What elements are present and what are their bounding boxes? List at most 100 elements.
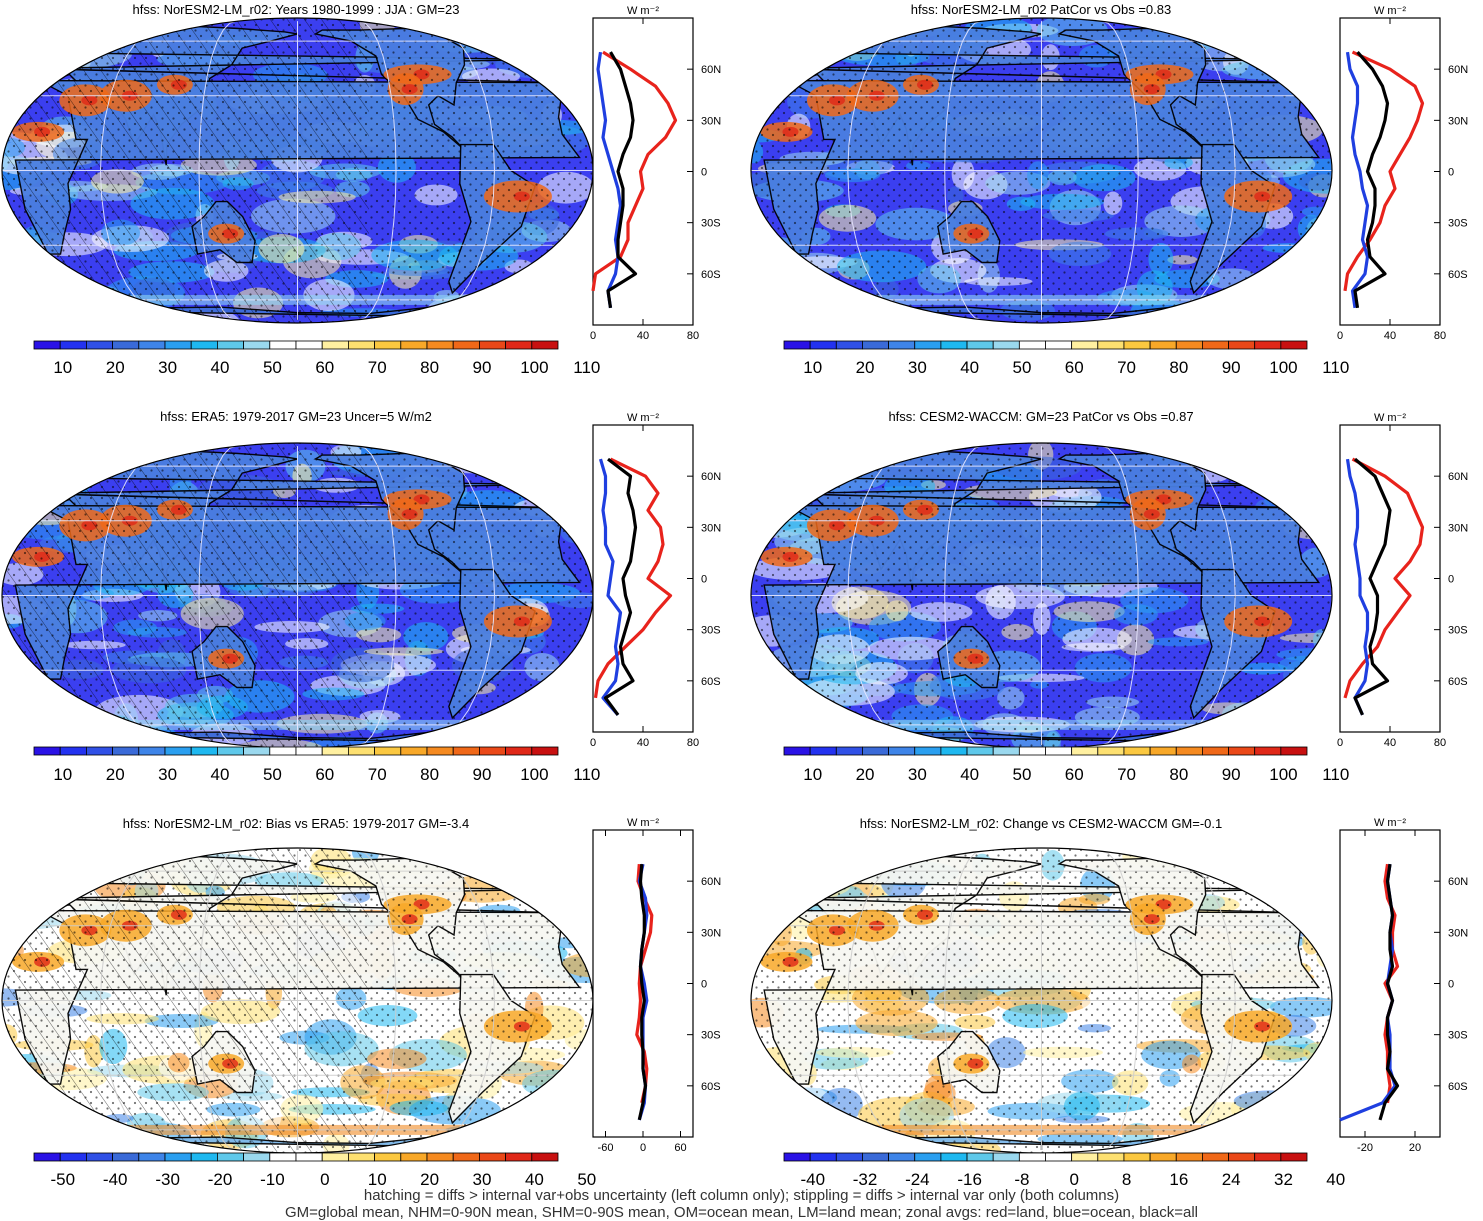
colorbar-swatch bbox=[1018, 1152, 1046, 1162]
colorbar-swatch bbox=[321, 340, 349, 350]
colorbar-swatch bbox=[783, 340, 811, 350]
zonal-series-all bbox=[1353, 51, 1390, 309]
colorbar-swatch bbox=[295, 746, 323, 756]
zonal-xtick: 0 bbox=[590, 737, 596, 749]
colorbar-label: 30 bbox=[473, 1170, 492, 1189]
footer-line-2: GM=global mean, NHM=0-90N mean, SHM=0-90… bbox=[284, 1204, 1198, 1221]
colorbar-swatch bbox=[1202, 746, 1229, 756]
panel-p2: hfss: NorESM2-LM_r02 PatCor vs Obs =0.83… bbox=[750, 2, 1468, 377]
colorbar-swatch bbox=[243, 1152, 271, 1162]
colorbar-swatch bbox=[400, 746, 428, 756]
colorbar-swatch bbox=[452, 746, 480, 756]
colorbar-swatch bbox=[33, 1152, 61, 1162]
colorbar-swatch bbox=[531, 746, 559, 756]
map-border bbox=[750, 17, 1333, 324]
colorbar-label: 50 bbox=[1013, 765, 1032, 784]
colorbar-swatch bbox=[138, 340, 166, 350]
colorbar-swatch bbox=[940, 746, 968, 756]
colorbar-swatch bbox=[1045, 340, 1073, 350]
colorbar-swatch bbox=[809, 1152, 837, 1162]
colorbar-swatch bbox=[862, 746, 890, 756]
colorbar-label: 100 bbox=[520, 358, 548, 377]
colorbar-swatch bbox=[1254, 746, 1282, 756]
colorbar-swatch bbox=[426, 340, 454, 350]
colorbar-swatch bbox=[1175, 1152, 1203, 1162]
colorbar-swatch bbox=[321, 1152, 349, 1162]
colorbar-label: -40 bbox=[103, 1170, 128, 1189]
colorbar-label: 20 bbox=[856, 765, 875, 784]
panel-title: hfss: NorESM2-LM_r02: Years 1980-1999 : … bbox=[133, 2, 460, 17]
colorbar-swatch bbox=[138, 1152, 166, 1162]
colorbar-swatch bbox=[966, 746, 994, 756]
colorbar-label: 30 bbox=[158, 358, 177, 377]
colorbar-swatch bbox=[1018, 746, 1046, 756]
zonal-lat-label: 30S bbox=[701, 218, 721, 230]
zonal-xtick: 80 bbox=[1434, 330, 1446, 342]
colorbar-label: 70 bbox=[1117, 765, 1136, 784]
colorbar-label: -8 bbox=[1014, 1170, 1029, 1189]
colorbar-swatch bbox=[1228, 340, 1256, 350]
zonal-lat-label: 60N bbox=[701, 876, 721, 888]
zonal-xtick: 80 bbox=[687, 330, 699, 342]
colorbar-label: 8 bbox=[1122, 1170, 1131, 1189]
colorbar-swatch bbox=[243, 746, 271, 756]
colorbar-p2: 10 20 30 40 50 60 70 80 90 100 110 bbox=[783, 340, 1349, 377]
colorbar-label: 40 bbox=[211, 765, 230, 784]
colorbar-label: 40 bbox=[1326, 1170, 1345, 1189]
panel-title: hfss: NorESM2-LM_r02: Bias vs ERA5: 1979… bbox=[123, 816, 469, 831]
map-p6 bbox=[751, 848, 1332, 1153]
zonal-lat-label: 60N bbox=[1448, 876, 1468, 888]
colorbar-swatch bbox=[940, 340, 968, 350]
zonal-lat-label: 30N bbox=[1448, 522, 1468, 534]
zonal-units: W m⁻² bbox=[1374, 817, 1406, 829]
zonal-units: W m⁻² bbox=[627, 412, 659, 424]
colorbar-swatch bbox=[1175, 746, 1203, 756]
colorbar-label: -40 bbox=[800, 1170, 825, 1189]
zonal-lat-label: 30S bbox=[701, 1030, 721, 1042]
colorbar-label: 16 bbox=[1169, 1170, 1188, 1189]
zonal-xtick: 0 bbox=[590, 330, 596, 342]
colorbar-label: -24 bbox=[905, 1170, 930, 1189]
colorbar-swatch bbox=[86, 340, 114, 350]
colorbar-label: 10 bbox=[53, 765, 72, 784]
colorbar-swatch bbox=[1071, 746, 1099, 756]
colorbar-label: 10 bbox=[368, 1170, 387, 1189]
zonal-lat-label: 0 bbox=[1448, 167, 1454, 179]
colorbar-swatch bbox=[1123, 340, 1151, 350]
colorbar-p1: 10 20 30 40 50 60 70 80 90 100 110 bbox=[33, 340, 600, 377]
colorbar-label: 50 bbox=[1013, 358, 1032, 377]
colorbar-swatch bbox=[269, 1152, 297, 1162]
colorbar-label: 110 bbox=[1322, 358, 1349, 377]
colorbar-swatch bbox=[164, 746, 192, 756]
footer-line-1: hatching = diffs > internal var+obs unce… bbox=[363, 1187, 1120, 1204]
colorbar-label: 110 bbox=[1322, 765, 1349, 784]
colorbar-swatch bbox=[426, 1152, 454, 1162]
colorbar-label: -16 bbox=[957, 1170, 982, 1189]
colorbar-swatch bbox=[862, 1152, 890, 1162]
zonal-units: W m⁻² bbox=[1374, 5, 1406, 17]
colorbar-swatch bbox=[966, 1152, 994, 1162]
panel-p1: hfss: NorESM2-LM_r02: Years 1980-1999 : … bbox=[1, 2, 721, 377]
zonal-lat-label: 30S bbox=[1448, 218, 1468, 230]
colorbar-swatch bbox=[505, 340, 533, 350]
zonal-units: W m⁻² bbox=[627, 5, 659, 17]
colorbar-swatch bbox=[835, 746, 863, 756]
map-p2 bbox=[751, 18, 1332, 323]
colorbar-swatch bbox=[888, 746, 916, 756]
colorbar-swatch bbox=[33, 340, 61, 350]
colorbar-swatch bbox=[269, 340, 297, 350]
colorbar-swatch bbox=[531, 340, 559, 350]
colorbar-swatch bbox=[809, 746, 837, 756]
colorbar-label: 30 bbox=[158, 765, 177, 784]
colorbar-label: 40 bbox=[960, 358, 979, 377]
panel-p3: hfss: ERA5: 1979-2017 GM=23 Uncer=5 W/m2… bbox=[1, 409, 721, 784]
colorbar-label: 10 bbox=[53, 358, 72, 377]
colorbar-label: 40 bbox=[960, 765, 979, 784]
colorbar-swatch bbox=[59, 746, 87, 756]
zonal-lat-label: 60S bbox=[701, 1081, 721, 1093]
colorbar-swatch bbox=[531, 1152, 559, 1162]
map-p1 bbox=[2, 18, 593, 323]
panel-p4: hfss: CESM2-WACCM: GM=23 PatCor vs Obs =… bbox=[750, 409, 1468, 784]
colorbar-swatch bbox=[347, 746, 375, 756]
zonal-series-all bbox=[603, 457, 638, 716]
